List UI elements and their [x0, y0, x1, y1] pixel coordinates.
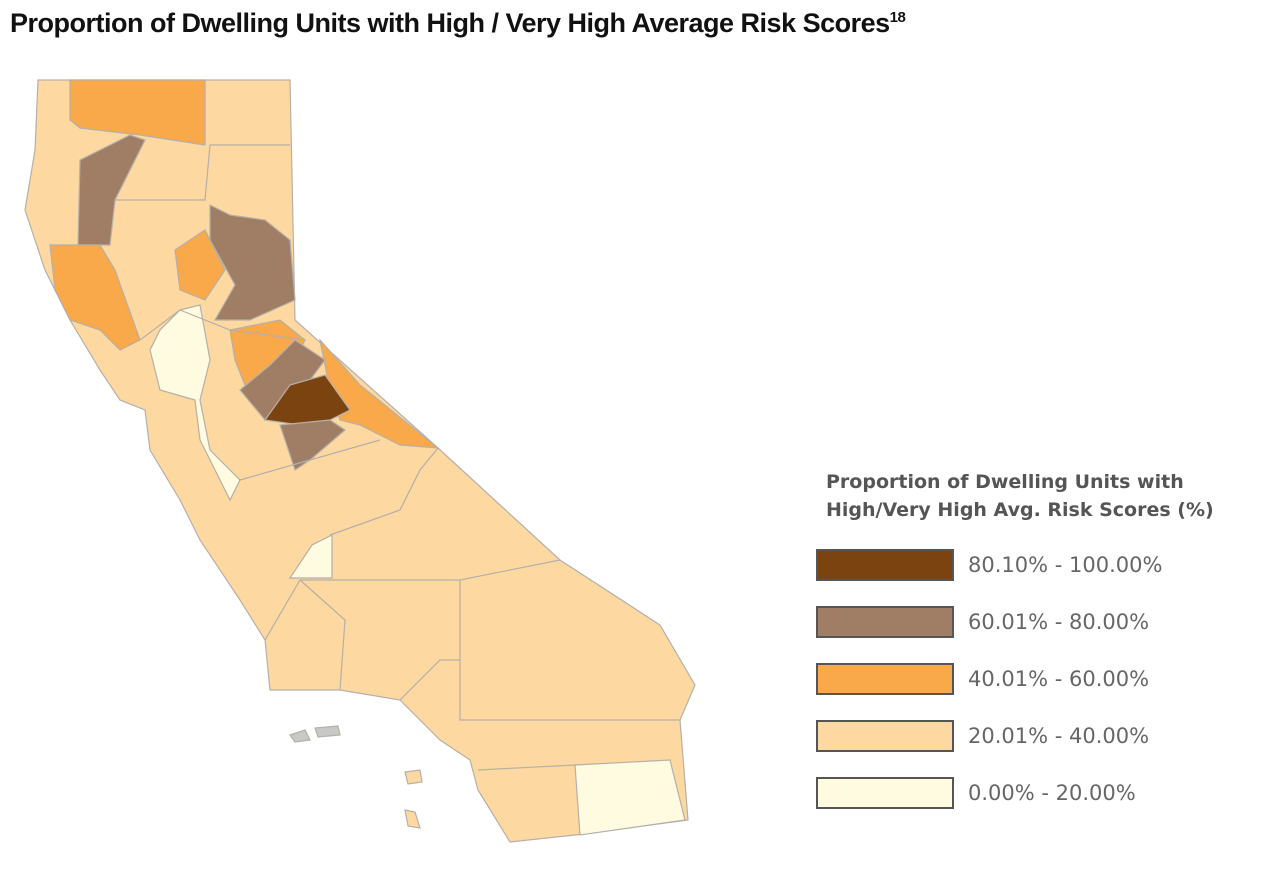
legend-title-line1: Proportion of Dwelling Units with [826, 471, 1184, 493]
county-borders [299, 579, 346, 691]
county-siskiyou [69, 79, 206, 146]
map-title: Proportion of Dwelling Units with High /… [10, 8, 906, 39]
county-kings [288, 534, 333, 579]
legend-swatch [816, 776, 954, 809]
county-borders [239, 439, 381, 481]
legend-label: 20.01% - 40.00% [968, 723, 1150, 748]
state-base [24, 79, 696, 843]
county-borders [139, 309, 306, 341]
legend-swatch [816, 719, 954, 752]
legend-item: 20.01% - 40.00% [816, 707, 1214, 764]
county-borders [399, 659, 460, 701]
legend: Proportion of Dwelling Units with High/V… [816, 468, 1214, 821]
title-text: Proportion of Dwelling Units with High /… [10, 8, 890, 38]
legend-label: 40.01% - 60.00% [968, 666, 1150, 691]
legend-swatch [816, 605, 954, 638]
legend-swatch [816, 548, 954, 581]
legend-label: 60.01% - 80.00% [968, 609, 1150, 634]
legend-item: 60.01% - 80.00% [816, 593, 1214, 650]
channel-island [314, 725, 341, 738]
california-county-map [24, 79, 696, 843]
legend-label: 80.10% - 100.00% [968, 552, 1163, 577]
county-borders [115, 144, 290, 201]
legend-title: Proportion of Dwelling Units with High/V… [826, 468, 1214, 524]
legend-swatch [816, 662, 954, 695]
channel-island [404, 769, 423, 785]
legend-item: 40.01% - 60.00% [816, 650, 1214, 707]
county-mendocino-lake [49, 244, 141, 351]
central-valley-low [149, 304, 241, 502]
legend-item: 80.10% - 100.00% [816, 536, 1214, 593]
county-madera [279, 419, 346, 471]
county-butte [174, 229, 226, 301]
county-borders [477, 764, 576, 771]
channel-island [289, 729, 311, 743]
title-footnote: 18 [889, 9, 906, 26]
county-plumas-sierra-nevada [209, 204, 296, 321]
channel-island [404, 809, 421, 829]
county-borders [264, 559, 561, 641]
county-imperial [574, 759, 686, 836]
legend-title-line2: High/Very High Avg. Risk Scores (%) [826, 499, 1214, 521]
legend-item: 0.00% - 20.00% [816, 764, 1214, 821]
legend-label: 0.00% - 20.00% [968, 780, 1136, 805]
county-borders [329, 447, 439, 536]
county-borders [459, 580, 680, 721]
